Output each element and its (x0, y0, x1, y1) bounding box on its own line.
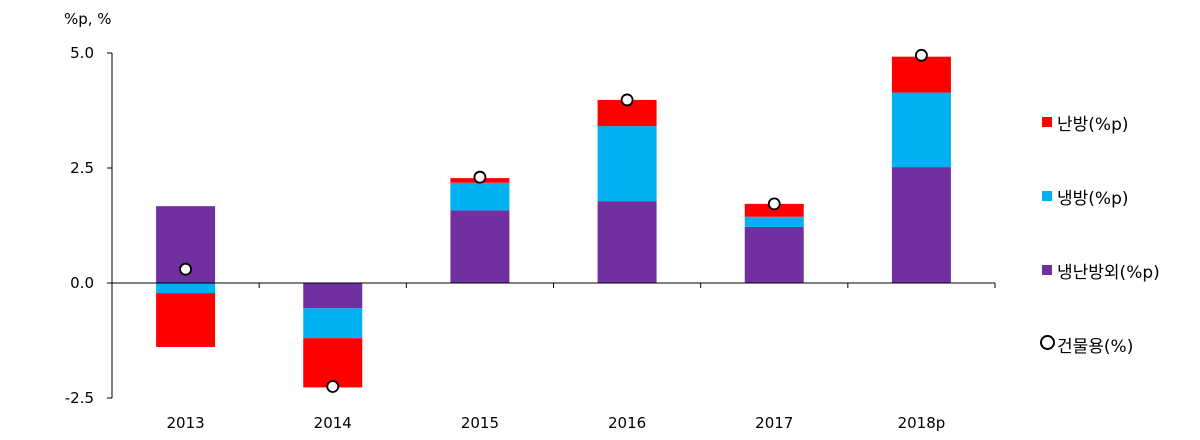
bar-segment (744, 203, 804, 217)
bar-segment (891, 167, 951, 283)
legend-label-heating: 난방(%p) (1057, 115, 1129, 135)
bar-segment (597, 126, 657, 202)
bar-segment (156, 293, 216, 347)
bar-segment (303, 308, 363, 339)
x-tick-label: 2016 (608, 414, 646, 432)
y-tick-label: 5.0 (70, 44, 94, 62)
total-marker (179, 262, 192, 276)
legend-swatch-other (1042, 265, 1052, 275)
legend-marker-building (1040, 335, 1055, 350)
legend-label-building: 건물용(%) (1057, 337, 1134, 357)
x-tick-label: 2015 (461, 414, 499, 432)
legend-item-building: 건물용(%) (1040, 332, 1192, 406)
legend-item-other: 냉난방외(%p) (1042, 258, 1192, 332)
bar-segment (891, 56, 951, 93)
bar-segment (744, 216, 804, 227)
x-tick-label: 2013 (166, 414, 204, 432)
legend-label-other: 냉난방외(%p) (1057, 263, 1160, 283)
bar-segment (450, 210, 510, 283)
legend: 난방(%p) 냉방(%p) 냉난방외(%p) 건물용(%) (1040, 110, 1192, 406)
unit-label: %p, % (64, 10, 112, 28)
markers (179, 48, 928, 393)
y-tick-label: -2.5 (65, 389, 94, 407)
legend-item-cooling: 냉방(%p) (1042, 184, 1192, 258)
total-marker (620, 93, 634, 107)
bar-segment (156, 283, 216, 294)
legend-label-cooling: 냉방(%p) (1057, 189, 1129, 209)
bars (156, 56, 951, 388)
bar-segment (891, 92, 951, 168)
legend-item-heating: 난방(%p) (1042, 110, 1192, 184)
bar-segment (450, 182, 510, 211)
x-tick-label: 2018p (898, 414, 946, 432)
y-tick-label: 0.0 (70, 274, 94, 292)
bar-segment (744, 226, 804, 283)
legend-swatch-cooling (1042, 191, 1052, 201)
total-marker (915, 48, 928, 62)
bar-segment (597, 201, 657, 283)
total-marker (326, 380, 340, 393)
y-tick-label: 2.5 (70, 159, 94, 177)
bar-segment (303, 338, 363, 388)
bar-segment (303, 283, 363, 309)
x-axis: 2013 2014 2015 2016 2017 2018p (111, 282, 996, 432)
legend-swatch-heating (1042, 117, 1052, 127)
total-marker (767, 197, 781, 211)
x-tick-label: 2014 (314, 414, 352, 432)
total-marker (473, 170, 487, 184)
y-axis: 5.0 2.5 0.0 -2.5 (65, 44, 113, 407)
x-tick-label: 2017 (755, 414, 793, 432)
